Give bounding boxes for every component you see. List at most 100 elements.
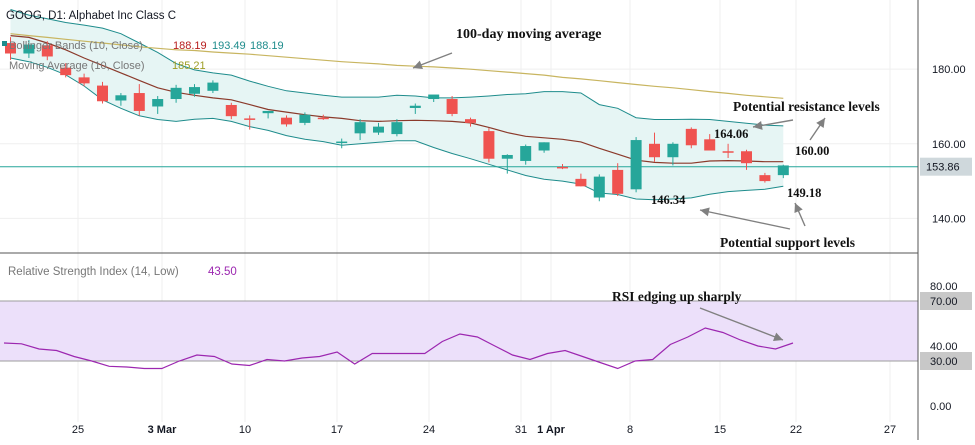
candle-body bbox=[612, 169, 624, 194]
x-tick-label: 8 bbox=[627, 424, 633, 436]
candle bbox=[354, 119, 366, 141]
rsi-tick-label: 0.00 bbox=[930, 401, 951, 413]
candle bbox=[465, 117, 476, 127]
candle-body bbox=[78, 77, 90, 84]
price-legend: GOOG, D1: Alphabet Inc Class C Bollinger … bbox=[2, 10, 284, 72]
annotation-arrow-head bbox=[753, 121, 763, 130]
annotation-value-160: 160.00 bbox=[795, 144, 829, 158]
price-tick-label: 140.00 bbox=[932, 213, 966, 225]
candle-body bbox=[391, 122, 403, 135]
rsi-band-label-box bbox=[920, 352, 972, 370]
rsi-band-label-box bbox=[920, 292, 972, 310]
ma-legend-value: 185.21 bbox=[172, 60, 206, 72]
rsi-line bbox=[3, 327, 794, 370]
candle-body bbox=[373, 126, 384, 133]
candle bbox=[777, 164, 789, 179]
candle-body bbox=[281, 117, 292, 125]
candle bbox=[575, 173, 587, 187]
candle bbox=[5, 37, 16, 60]
candle-body bbox=[317, 117, 329, 120]
bb-legend-value: 188.19 bbox=[173, 40, 207, 52]
annotation-arrow-head bbox=[816, 118, 825, 128]
candle bbox=[23, 40, 35, 58]
candle-body bbox=[649, 143, 660, 158]
candle-body bbox=[465, 119, 476, 123]
x-tick-label: 17 bbox=[331, 424, 343, 436]
bb-legend-value: 188.19 bbox=[250, 40, 284, 52]
x-tick-label: 1 Apr bbox=[537, 424, 565, 436]
rsi-title-value: 43.50 bbox=[208, 266, 237, 278]
annotation-arrow-head bbox=[700, 207, 710, 217]
candle bbox=[612, 163, 624, 197]
bb-legend-value: 193.49 bbox=[212, 40, 246, 52]
candle bbox=[115, 93, 127, 106]
bollinger-upper-line bbox=[10, 9, 784, 127]
last-price-label: 153.86 bbox=[926, 162, 960, 174]
candle bbox=[501, 154, 513, 174]
candle-body bbox=[538, 142, 550, 151]
candle-body bbox=[244, 118, 256, 120]
annotation-resistance-arrow-1 bbox=[752, 119, 794, 130]
annotation-support-arrow-1 bbox=[699, 207, 791, 230]
candle bbox=[630, 137, 642, 193]
candle bbox=[483, 128, 495, 163]
ma100-line bbox=[10, 33, 784, 99]
candle bbox=[281, 115, 292, 127]
candle-body bbox=[741, 151, 752, 164]
x-tick-label: 3 Mar bbox=[148, 424, 177, 436]
candle bbox=[60, 63, 72, 78]
candle bbox=[373, 122, 384, 135]
candle-body bbox=[225, 104, 237, 117]
candle-body bbox=[483, 131, 495, 159]
x-tick-label: 10 bbox=[239, 424, 251, 436]
candle bbox=[722, 143, 734, 158]
x-tick-label: 22 bbox=[790, 424, 802, 436]
candle-body bbox=[520, 146, 532, 161]
candle-body bbox=[759, 175, 771, 182]
candle bbox=[299, 112, 311, 126]
candle bbox=[78, 73, 90, 87]
candle-body bbox=[41, 45, 53, 57]
rsi-title: Relative Strength Index (14, Low) bbox=[8, 266, 179, 278]
candle-body bbox=[133, 93, 145, 111]
candle bbox=[225, 102, 237, 120]
candle-body bbox=[115, 95, 127, 101]
candle bbox=[189, 84, 200, 97]
rsi-tick-label: 70.00 bbox=[930, 296, 958, 308]
annotation-support-arrow-2 bbox=[794, 202, 806, 227]
annotation-value-149: 149.18 bbox=[787, 186, 821, 200]
candle bbox=[262, 110, 274, 119]
candle-body bbox=[667, 143, 679, 158]
candle bbox=[170, 84, 182, 103]
candle bbox=[593, 174, 605, 202]
candle-body bbox=[152, 99, 164, 107]
bollinger-band-fill bbox=[10, 9, 784, 200]
candle-body bbox=[409, 105, 421, 108]
candle bbox=[317, 114, 329, 120]
annotation-resistance-label: Potential resistance levels bbox=[733, 99, 880, 114]
candle-body bbox=[777, 165, 789, 176]
candle-body bbox=[207, 82, 219, 91]
candle-body bbox=[501, 154, 513, 159]
rsi-tick-label: 40.00 bbox=[930, 341, 958, 353]
candle-body bbox=[5, 43, 16, 54]
candle bbox=[446, 96, 458, 117]
candle bbox=[391, 119, 403, 137]
rsi-band bbox=[0, 301, 918, 361]
candle bbox=[557, 163, 568, 170]
annotation-arrow-head bbox=[772, 332, 783, 341]
candle-body bbox=[428, 94, 440, 100]
candle-body bbox=[685, 128, 697, 146]
bollinger-lower-line bbox=[10, 57, 784, 201]
annotation-ma100-label: 100-day moving average bbox=[456, 27, 601, 42]
candle-body bbox=[557, 166, 568, 169]
candle bbox=[685, 127, 697, 149]
annotation-arrow-head bbox=[794, 203, 803, 214]
candle-body bbox=[593, 176, 605, 198]
chart-title: GOOG, D1: Alphabet Inc Class C bbox=[6, 10, 176, 22]
last-price-box bbox=[920, 157, 972, 176]
x-tick-label: 25 bbox=[72, 424, 84, 436]
x-tick-label: 24 bbox=[423, 424, 435, 436]
